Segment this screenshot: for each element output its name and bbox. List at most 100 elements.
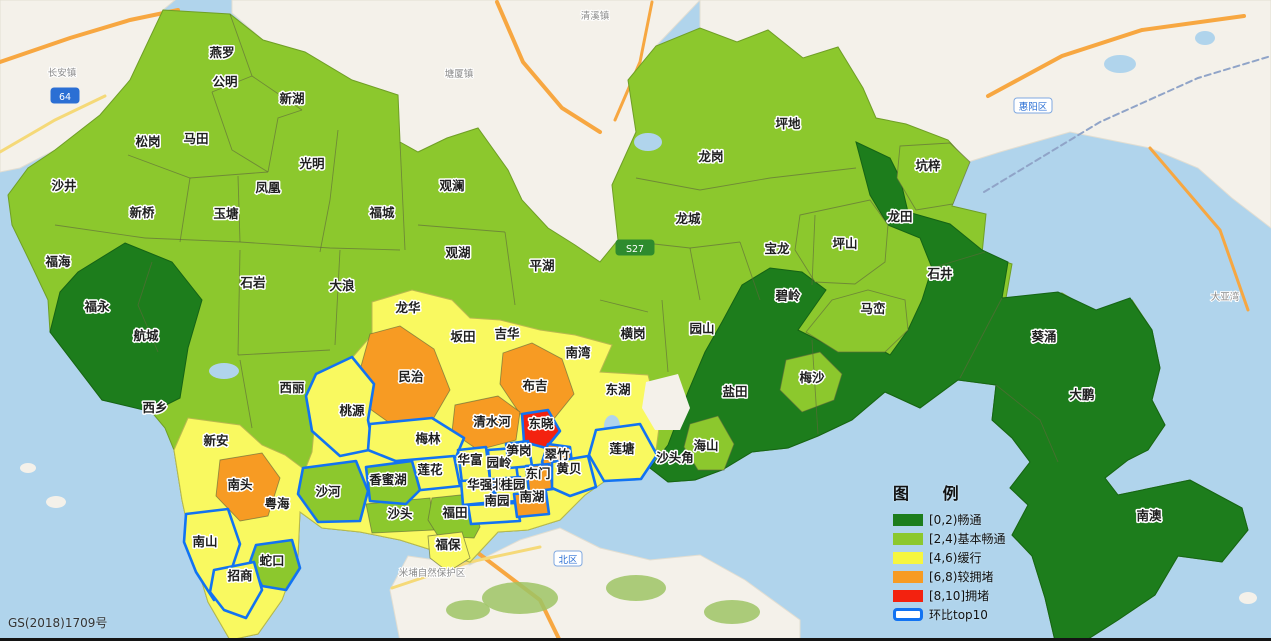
district-area-坑梓[interactable] [896,142,971,211]
district-label-燕罗: 燕罗 [209,45,234,60]
district-label-葵涌: 葵涌 [1030,329,1056,344]
district-area-南头[interactable] [215,452,281,522]
district-area-布吉[interactable] [499,342,575,421]
bottom-bar [0,638,1271,641]
district-label-新安: 新安 [203,433,228,448]
district-label-南澳: 南澳 [1136,508,1162,523]
legend-item-0: [0,2)畅通 [893,510,1043,529]
district-label-观澜: 观澜 [439,178,464,193]
district-area-福保[interactable] [427,531,471,573]
district-border [251,75,303,111]
district-label-莲塘: 莲塘 [609,441,635,456]
district-label-布吉: 布吉 [522,378,547,393]
basemap-road [613,0,654,122]
islet [20,463,36,473]
district-label-马田: 马田 [183,131,208,146]
district-area-海山[interactable] [683,415,735,471]
district-label-碧岭: 碧岭 [774,288,801,303]
legend-item-1: [2,4)基本畅通 [893,529,1043,548]
district-border [811,214,816,286]
district-border [211,75,253,93]
district-border [319,199,331,253]
district-label-南山: 南山 [192,534,217,549]
basemap-gap [642,374,690,430]
district-label-公明: 公明 [212,74,237,89]
district-border [229,13,253,77]
reservoir [1104,55,1136,73]
district-label-东晓: 东晓 [528,416,554,431]
district-border [237,349,331,356]
district-area-top10-莲塘[interactable] [587,422,659,483]
legend-title: 图 例 [893,484,973,503]
district-border [661,299,669,373]
district-label-石井: 石井 [926,266,953,281]
zone-fuyong-hangcheng-dark [49,242,203,413]
district-border [504,231,516,306]
district-label-大鹏: 大鹏 [1069,387,1094,402]
badge-S27 [615,239,655,256]
district-area-top10-华强北[interactable] [459,477,496,507]
district-label-园山: 园山 [689,321,714,336]
district-label-大浪: 大浪 [329,278,355,293]
hill [446,600,490,620]
district-label-松岗: 松岗 [135,134,160,149]
district-label-新湖: 新湖 [279,91,304,106]
legend-item-label: 环比top10 [929,608,988,622]
legend-item-3: [6,8)较拥堵 [893,567,1043,586]
district-area-top10-沙河[interactable] [296,459,370,524]
district-label-翠竹: 翠竹 [544,447,570,462]
district-area-top10-黄贝[interactable] [550,454,598,498]
district-border [399,141,406,251]
district-label-沙河: 沙河 [315,484,341,499]
district-label-笋岗: 笋岗 [506,443,531,458]
district-label-马峦: 马峦 [860,301,885,316]
legend-item-4: [8,10]拥堵 [893,586,1043,605]
district-label-观湖: 观湖 [445,245,470,260]
district-border [739,241,761,301]
district-area-top10-招商[interactable] [208,560,264,620]
district-label-民治: 民治 [398,369,424,384]
district-label-坪地: 坪地 [775,116,801,131]
district-label-南湖: 南湖 [519,489,544,504]
district-border [54,224,146,239]
legend-item-label: [2,4)基本畅通 [929,532,1006,546]
district-label-招商: 招商 [227,568,252,583]
basemap-road [0,94,107,154]
district-label-南湾: 南湾 [565,345,591,360]
basemap-road [983,55,1271,193]
district-border [179,177,191,243]
badge-惠阳区 [1013,97,1053,114]
district-label-清水河: 清水河 [473,414,511,429]
district-area-top10-南园[interactable] [466,501,522,526]
color-swatch [893,570,923,583]
district-area-top10-南湖[interactable] [512,490,551,519]
district-label-梅沙: 梅沙 [799,370,825,385]
color-swatch [893,589,923,602]
islet [1239,592,1257,604]
legend-item-label: [8,10]拥堵 [929,589,990,603]
district-area-top10-梅林[interactable] [366,416,466,464]
district-border [334,249,341,346]
district-area-top10-东晓[interactable] [520,408,562,450]
badge-label-S27: S27 [626,244,644,255]
district-border [599,299,649,313]
basemap-label: 米埔自然保护区 [399,567,466,579]
district-area-梅沙[interactable] [779,351,843,413]
legend-item-label: [0,2)畅通 [929,513,982,527]
district-area-top10-香蜜湖[interactable] [364,459,422,506]
basemap-road [495,0,602,134]
legend-item-5: 环比top10 [893,605,1043,624]
district-area-马峦[interactable] [805,289,909,353]
district-label-福保: 福保 [434,537,461,552]
badge-北区 [553,550,583,567]
map-legend: 图 例 [0,2)畅通 [2,4)基本畅通 [4,6)缓行 [6,8)较拥堵 [8,10… [893,480,1043,624]
district-label-沙头: 沙头 [387,506,413,521]
district-border [417,224,506,233]
district-label-盐田: 盐田 [722,384,747,399]
district-label-凤凰: 凤凰 [255,180,281,195]
basemap-road [0,8,180,64]
top10-outline-swatch [893,608,923,621]
district-area-坪山[interactable] [794,199,889,285]
color-swatch [893,513,923,526]
